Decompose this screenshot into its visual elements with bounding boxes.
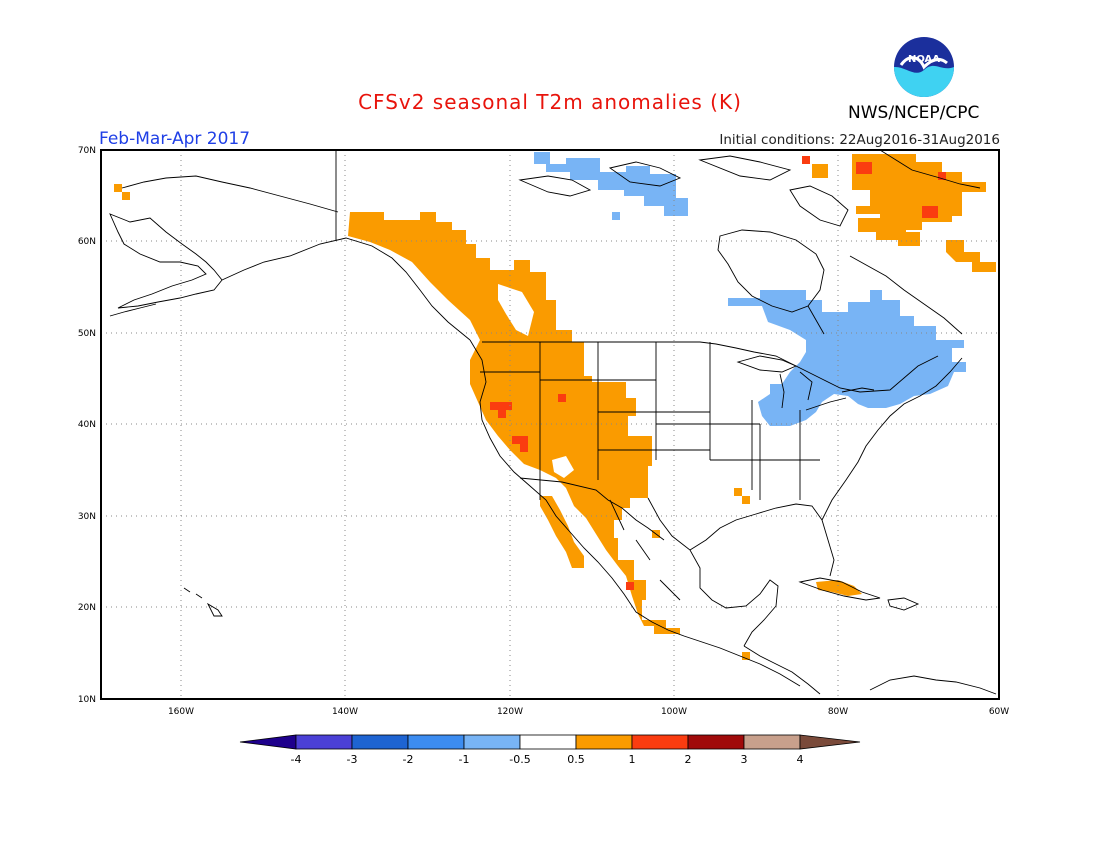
arctic-islands bbox=[698, 155, 792, 181]
great-lake-ontario bbox=[841, 387, 875, 393]
mexico-states bbox=[609, 499, 681, 601]
atlantic-coast bbox=[821, 357, 963, 521]
cuba-outline bbox=[798, 577, 881, 601]
utah-hot-spot bbox=[558, 394, 566, 402]
warm-cell bbox=[122, 192, 130, 200]
nevada-hot-spot bbox=[512, 436, 528, 444]
colorbar-swatch bbox=[631, 734, 689, 750]
initial-conditions: Initial conditions: 22Aug2016-31Aug2016 bbox=[719, 132, 1000, 148]
colorbar-label: -4 bbox=[291, 753, 302, 766]
colorbar-swatch bbox=[463, 734, 521, 750]
map-frame bbox=[100, 149, 1000, 700]
labrador-coast bbox=[849, 255, 963, 335]
lat-tick-label: 50N bbox=[78, 329, 96, 339]
lat-tick-label: 60N bbox=[78, 237, 96, 247]
alaska-panhandle bbox=[221, 237, 471, 341]
california-hot-spot bbox=[490, 402, 512, 410]
lon-tick-label: 160W bbox=[168, 707, 194, 717]
pacific-coast bbox=[469, 339, 801, 687]
warm-region-gap bbox=[498, 284, 534, 336]
forecast-period: Feb-Mar-Apr 2017 bbox=[99, 129, 251, 149]
us-canada-border bbox=[482, 341, 939, 393]
baffin-warm bbox=[812, 164, 828, 178]
central-america bbox=[743, 645, 821, 695]
northeast-canada-warm bbox=[852, 154, 986, 230]
arctic-cool-cell bbox=[612, 212, 620, 220]
labrador-warm bbox=[858, 218, 920, 246]
colorbar-swatch bbox=[407, 734, 465, 750]
james-bay bbox=[807, 305, 825, 335]
cuba-warm bbox=[816, 580, 862, 596]
alaska-north-coast bbox=[121, 175, 339, 213]
northeast-hot-spot bbox=[922, 206, 938, 218]
gulf-north-coast bbox=[689, 503, 835, 577]
colorbar-label: -2 bbox=[403, 753, 414, 766]
lat-tick-label: 40N bbox=[78, 420, 96, 430]
northeast-hot-spot bbox=[938, 172, 946, 180]
colorbar-low-arrow bbox=[239, 734, 297, 750]
colorbar-label: -3 bbox=[347, 753, 358, 766]
great-lake-huron bbox=[799, 371, 813, 401]
warm-cell bbox=[742, 496, 750, 504]
colorbar-label: 1 bbox=[629, 753, 636, 766]
lon-tick-label: 120W bbox=[497, 707, 523, 717]
colorbar-label: 0.5 bbox=[567, 753, 585, 766]
warm-cell bbox=[742, 652, 750, 660]
alaska-coast bbox=[109, 213, 223, 309]
great-lakes-quebec-cool bbox=[728, 290, 966, 426]
western-north-america-warm bbox=[348, 212, 680, 634]
colorbar-swatch bbox=[687, 734, 745, 750]
noaa-logo-icon: NOAA bbox=[894, 37, 954, 97]
chart-title: CFSv2 seasonal T2m anomalies (K) bbox=[358, 90, 742, 114]
lat-tick-label: 30N bbox=[78, 512, 96, 522]
colorbar-label: 4 bbox=[797, 753, 804, 766]
colorbar-high-arrow bbox=[799, 734, 861, 750]
colorbar-label: -0.5 bbox=[509, 753, 530, 766]
us-mexico-border bbox=[519, 477, 665, 541]
lat-tick-label: 20N bbox=[78, 603, 96, 613]
colorbar-label: -1 bbox=[459, 753, 470, 766]
colorbar-swatch bbox=[295, 734, 353, 750]
hispaniola bbox=[887, 597, 920, 611]
greenland-coast bbox=[879, 150, 981, 189]
colorbar-swatch bbox=[351, 734, 409, 750]
northeast-hot-spot bbox=[802, 156, 810, 164]
hawaii-islands bbox=[183, 587, 223, 617]
nevada-hot-spot bbox=[520, 444, 528, 452]
colorbar-swatch bbox=[575, 734, 633, 750]
warm-cell bbox=[114, 184, 122, 192]
lon-tick-label: 80W bbox=[828, 707, 848, 717]
south-america-coast bbox=[869, 675, 997, 695]
logo-text: NOAA bbox=[908, 54, 940, 65]
arctic-islands bbox=[518, 175, 592, 197]
arctic-islands bbox=[608, 161, 682, 187]
northeast-hot-spot bbox=[856, 162, 872, 174]
lon-tick-label: 140W bbox=[332, 707, 358, 717]
lon-tick-label: 60W bbox=[989, 707, 1009, 717]
labrador-coast-warm bbox=[946, 240, 996, 272]
gulf-coast bbox=[647, 497, 779, 647]
mexico-hot-spot bbox=[626, 582, 634, 590]
lon-tick-label: 100W bbox=[661, 707, 687, 717]
colorbar-swatch bbox=[519, 734, 577, 750]
warm-region-gap bbox=[552, 456, 574, 478]
us-state-lines bbox=[480, 342, 820, 500]
colorbar-label: 3 bbox=[741, 753, 748, 766]
lat-tick-label: 10N bbox=[78, 695, 96, 705]
california-hot-spot bbox=[498, 410, 506, 418]
colorbar-swatch bbox=[743, 734, 801, 750]
baja-warm bbox=[540, 496, 584, 568]
baffin-island bbox=[789, 185, 849, 227]
lat-tick-label: 70N bbox=[78, 146, 96, 156]
arctic-archipelago-cool bbox=[534, 152, 688, 216]
great-lake-erie bbox=[805, 397, 847, 411]
aleutian-chain bbox=[109, 303, 157, 317]
organization-label: NWS/NCEP/CPC bbox=[848, 103, 980, 123]
warm-cell bbox=[734, 488, 742, 496]
great-lake-michigan bbox=[779, 373, 785, 409]
colorbar-label: 2 bbox=[685, 753, 692, 766]
